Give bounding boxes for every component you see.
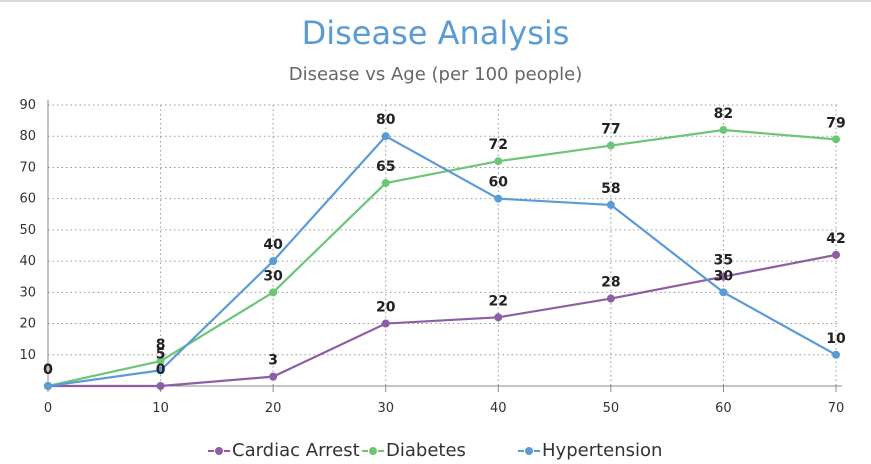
x-tick-label: 10	[152, 401, 169, 416]
data-point	[719, 288, 728, 297]
x-tick-label: 40	[490, 401, 507, 416]
data-point	[381, 132, 390, 141]
data-point	[494, 157, 503, 166]
y-tick-label: 90	[19, 98, 36, 113]
data-point	[719, 272, 728, 281]
data-label: 35	[714, 253, 733, 269]
legend-marker-icon	[362, 446, 384, 456]
y-tick-label: 60	[19, 192, 36, 207]
y-tick-label: 20	[19, 317, 36, 332]
data-point	[381, 319, 390, 328]
data-label: 58	[601, 181, 620, 197]
y-tick-label: 40	[19, 254, 36, 269]
data-point	[606, 200, 615, 209]
data-label: 5	[156, 346, 166, 362]
data-point	[832, 250, 840, 259]
legend-marker-icon	[208, 446, 230, 456]
y-tick-label: 50	[19, 223, 36, 238]
top-divider	[0, 0, 871, 2]
legend-item-cardiac-arrest[interactable]: Cardiac Arrest	[208, 440, 360, 461]
data-label: 0	[43, 362, 53, 378]
data-label: 77	[601, 122, 620, 138]
data-point	[606, 141, 615, 150]
legend-label: Cardiac Arrest	[232, 440, 360, 461]
data-label: 0	[43, 362, 53, 378]
series-line-2	[47, 135, 837, 388]
data-label: 22	[489, 293, 508, 309]
y-tick-label: 30	[19, 285, 36, 300]
data-point	[381, 179, 390, 188]
data-point	[832, 350, 840, 359]
x-tick-label: 50	[603, 401, 620, 416]
legend-item-hypertension[interactable]: Hypertension	[518, 440, 662, 461]
data-label: 30	[263, 268, 283, 284]
data-label: 28	[601, 275, 620, 291]
legend-label: Diabetes	[386, 440, 466, 461]
chart-legend: Cardiac Arrest Diabetes Hypertension	[0, 440, 871, 464]
data-label: 20	[376, 300, 396, 316]
data-label: 65	[376, 159, 395, 175]
data-label: 10	[826, 331, 846, 347]
data-point	[44, 382, 52, 390]
data-point	[719, 125, 728, 134]
chart-title: Disease Analysis	[301, 14, 570, 52]
data-label: 79	[826, 115, 845, 131]
x-tick-label: 0	[44, 401, 52, 416]
data-label: 30	[714, 268, 734, 284]
data-point	[832, 135, 840, 144]
data-label: 60	[489, 175, 509, 191]
data-point	[494, 313, 503, 322]
data-point	[606, 294, 615, 303]
data-label: 80	[376, 112, 396, 128]
data-point	[269, 257, 278, 266]
data-label: 82	[714, 106, 733, 122]
x-tick-label: 70	[828, 401, 845, 416]
data-point	[156, 366, 165, 375]
legend-marker-icon	[518, 446, 540, 456]
series-line-0	[48, 253, 837, 388]
data-label: 3	[268, 353, 278, 369]
data-label: 8	[156, 337, 166, 353]
data-point	[156, 357, 165, 366]
y-tick-label: 70	[19, 160, 36, 175]
x-tick-label: 30	[377, 401, 394, 416]
y-tick-label: 80	[19, 129, 36, 144]
data-point	[269, 288, 278, 297]
legend-item-diabetes[interactable]: Diabetes	[362, 440, 466, 461]
x-tick-label: 20	[265, 401, 282, 416]
legend-label: Hypertension	[542, 440, 663, 461]
data-label: 42	[826, 231, 845, 247]
data-point	[269, 372, 278, 381]
data-label: 72	[489, 137, 508, 153]
data-label: 0	[156, 362, 166, 378]
data-point	[156, 382, 165, 390]
data-point	[494, 194, 503, 203]
data-label: 40	[263, 237, 283, 253]
data-label: 0	[43, 362, 53, 378]
y-tick-label: 10	[19, 348, 36, 363]
chart-subtitle: Disease vs Age (per 100 people)	[288, 64, 583, 85]
series-line-1	[47, 128, 837, 388]
x-tick-label: 60	[715, 401, 732, 416]
